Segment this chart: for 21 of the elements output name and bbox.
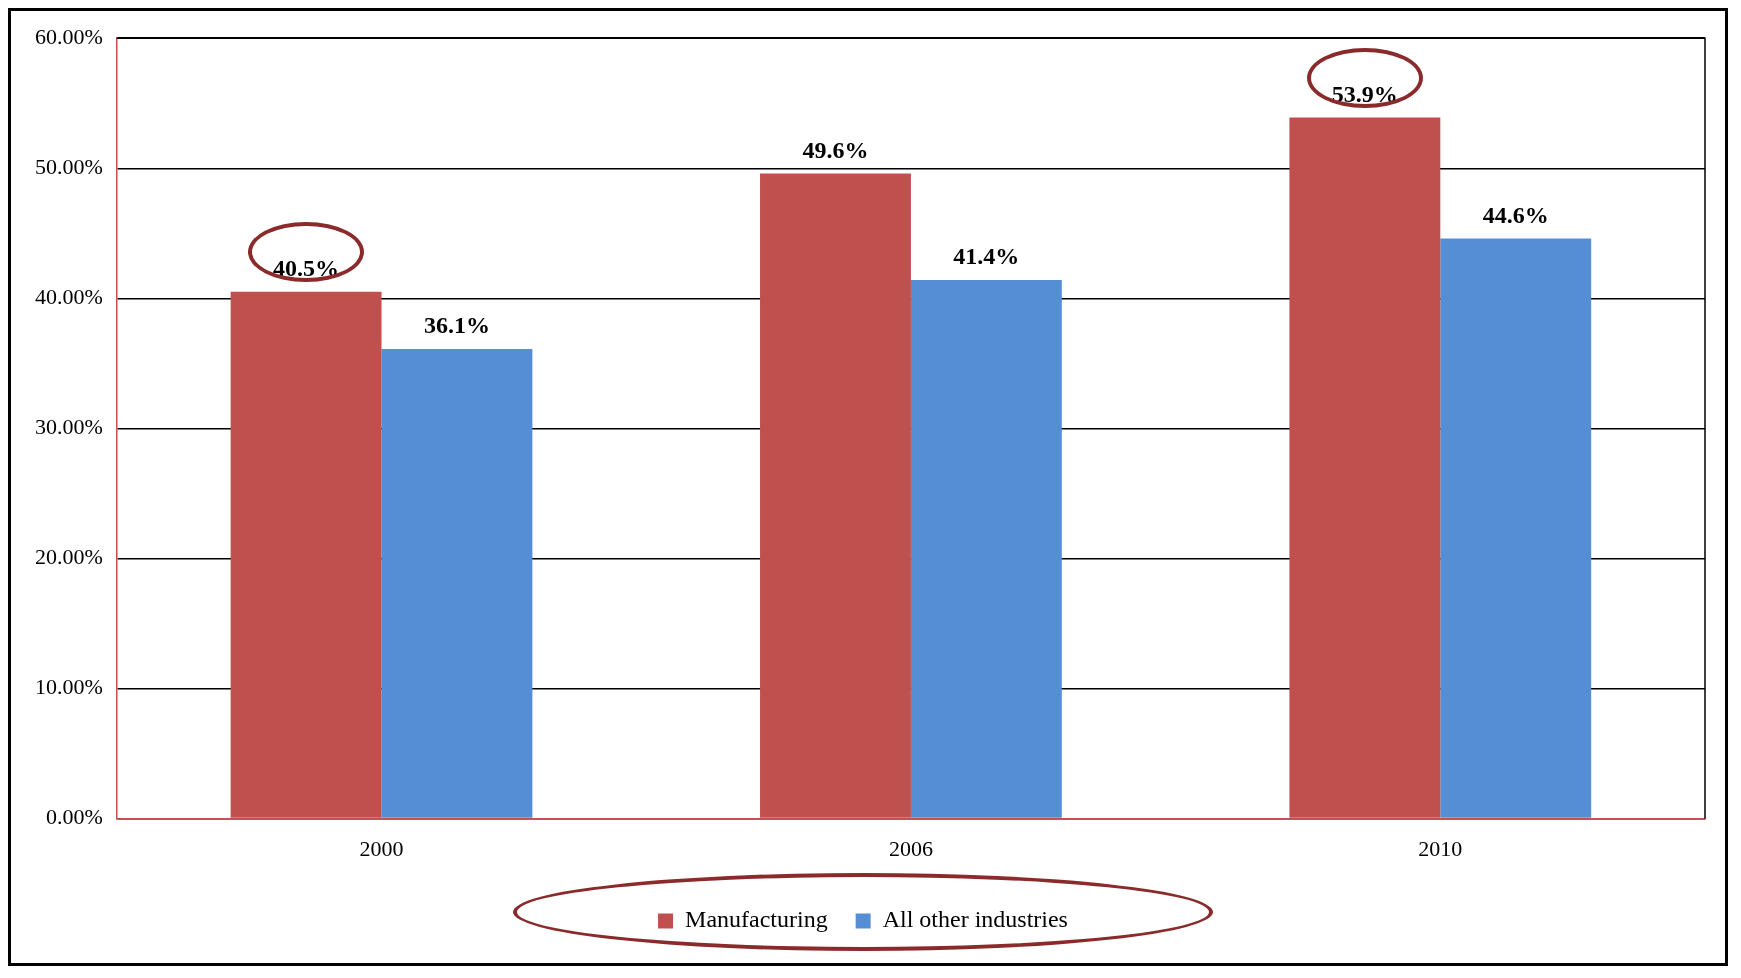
x-tick-label: 2010 bbox=[1418, 835, 1463, 861]
legend-label: Manufacturing bbox=[685, 906, 828, 933]
y-tick-label: 20.00% bbox=[35, 544, 103, 570]
y-tick-label: 50.00% bbox=[35, 154, 103, 180]
x-tick-label: 2006 bbox=[888, 835, 933, 861]
y-tick-label: 0.00% bbox=[46, 804, 103, 830]
data-label: 36.1% bbox=[423, 312, 490, 339]
data-label: 49.6% bbox=[802, 136, 869, 163]
data-label: 41.4% bbox=[953, 243, 1020, 270]
bar bbox=[1440, 238, 1592, 818]
y-tick-label: 10.00% bbox=[35, 674, 103, 700]
data-label: 40.5% bbox=[273, 255, 340, 282]
y-tick-label: 40.00% bbox=[35, 284, 103, 310]
y-tick-label: 30.00% bbox=[35, 414, 103, 440]
x-tick-label: 2000 bbox=[359, 835, 404, 861]
bar bbox=[381, 349, 533, 818]
data-label: 44.6% bbox=[1482, 201, 1549, 228]
bar bbox=[910, 280, 1062, 818]
y-tick-label: 60.00% bbox=[35, 23, 103, 49]
legend-label: All other industries bbox=[882, 906, 1068, 933]
data-label: 53.9% bbox=[1331, 80, 1398, 107]
